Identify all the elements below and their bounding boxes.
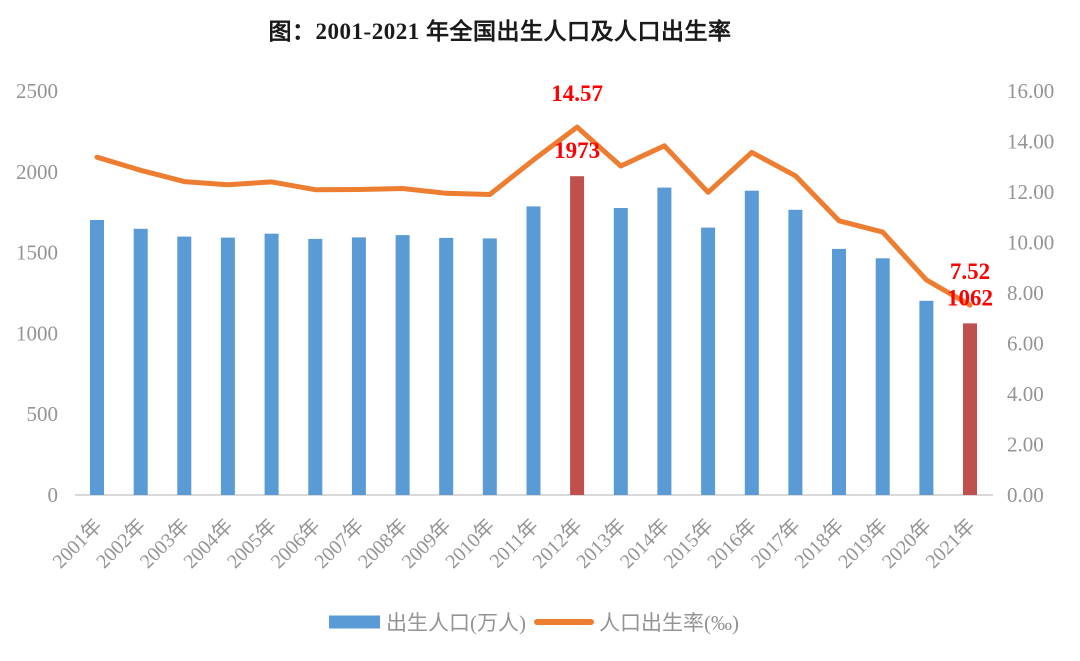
annotation-label: 14.57 bbox=[551, 81, 603, 106]
bar bbox=[264, 233, 279, 495]
right-axis-tick-label: 10.00 bbox=[1007, 231, 1054, 255]
bar bbox=[526, 206, 541, 495]
right-axis-tick-label: 6.00 bbox=[1007, 332, 1044, 356]
left-axis-tick-label: 0 bbox=[48, 483, 59, 507]
bar bbox=[220, 237, 235, 495]
left-axis-group: 0 500 1000 1500 2000 2500 bbox=[16, 79, 58, 507]
bar bbox=[351, 237, 366, 495]
rate-line bbox=[94, 124, 973, 308]
bar bbox=[875, 258, 890, 495]
bar-highlight bbox=[963, 323, 977, 495]
left-axis-tick-label: 2500 bbox=[16, 79, 58, 103]
x-axis-labels-group: 2001年2002年2003年2004年2005年2006年2007年2008年… bbox=[48, 514, 980, 573]
annotation-label: 1973 bbox=[554, 138, 600, 163]
right-axis-tick-label: 4.00 bbox=[1007, 382, 1044, 406]
left-axis-tick-label: 1000 bbox=[16, 321, 58, 345]
legend-label-rate: 人口出生率(‰) bbox=[599, 611, 739, 635]
bar bbox=[133, 228, 148, 496]
legend-group: 出生人口(万人) 人口出生率(‰) bbox=[329, 611, 739, 635]
annotation-label: 1062 bbox=[947, 285, 993, 310]
chart-title: 图：2001-2021 年全国出生人口及人口出生率 bbox=[269, 18, 732, 44]
right-axis-tick-label: 16.00 bbox=[1007, 79, 1054, 103]
bar bbox=[482, 238, 497, 495]
x-axis-label: 2010年 bbox=[441, 514, 500, 573]
left-axis-tick-label: 500 bbox=[27, 402, 59, 426]
bar bbox=[919, 300, 934, 495]
bar bbox=[395, 235, 410, 495]
right-axis-tick-label: 0.00 bbox=[1007, 483, 1044, 507]
left-axis-tick-label: 2000 bbox=[16, 160, 58, 184]
bar bbox=[308, 238, 323, 495]
rate-line-group bbox=[94, 124, 973, 308]
bar bbox=[744, 190, 759, 495]
right-axis-tick-label: 14.00 bbox=[1007, 130, 1054, 154]
left-axis-tick-label: 1500 bbox=[16, 241, 58, 265]
bar bbox=[832, 248, 846, 495]
bar-highlight bbox=[570, 176, 585, 495]
right-axis-tick-label: 2.00 bbox=[1007, 433, 1044, 457]
bar bbox=[177, 236, 192, 495]
legend-label-births: 出生人口(万人) bbox=[386, 611, 526, 635]
legend-bar-swatch bbox=[329, 615, 380, 629]
annotation-label: 7.52 bbox=[950, 259, 990, 284]
bar bbox=[90, 220, 104, 495]
right-axis-group: 0.00 2.00 4.00 6.00 8.00 10.00 12.00 14.00 16.00 bbox=[1007, 79, 1054, 507]
bar bbox=[613, 208, 628, 495]
bar bbox=[657, 187, 672, 495]
right-axis-tick-label: 8.00 bbox=[1007, 281, 1044, 305]
bar bbox=[701, 227, 716, 495]
bars-group bbox=[90, 176, 977, 496]
bar bbox=[439, 237, 454, 495]
x-axis-label: 2021年 bbox=[921, 514, 980, 573]
bar bbox=[788, 209, 803, 496]
right-axis-tick-label: 12.00 bbox=[1007, 180, 1054, 204]
